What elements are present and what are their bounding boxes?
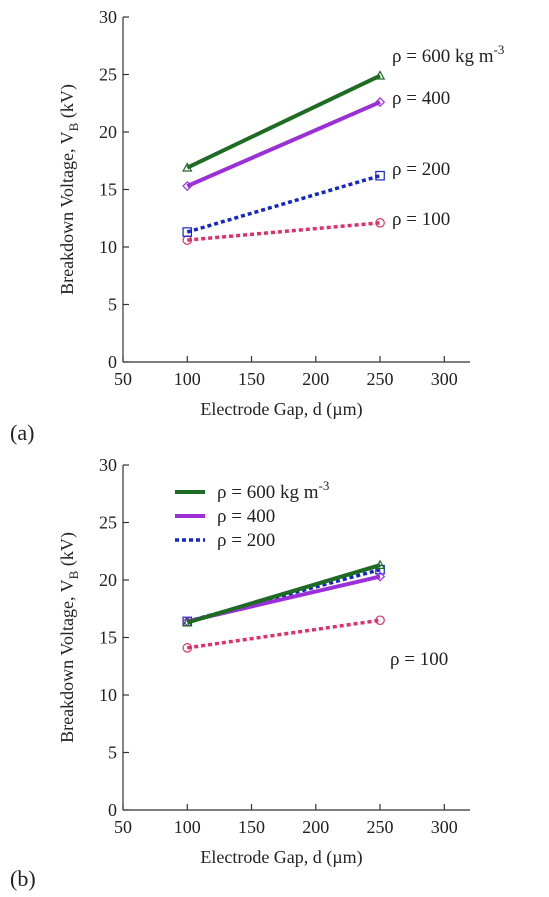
- y-tick-label: 10: [99, 237, 117, 257]
- legend-label: ρ = 600 kg m-3: [217, 478, 329, 503]
- y-tick-label: 15: [99, 628, 117, 648]
- y-tick-label: 25: [99, 513, 117, 533]
- legend-label: ρ = 400: [217, 506, 275, 527]
- series-line: [187, 618, 381, 650]
- x-tick-label: 150: [238, 817, 265, 837]
- legend: ρ = 600 kg m-3 ρ = 400 ρ = 200: [175, 478, 329, 551]
- data-point-triangle: [374, 559, 386, 570]
- y-tick-label: 5: [108, 743, 117, 763]
- data-point-circle: [375, 615, 385, 626]
- y-tick-label: 30: [99, 7, 117, 27]
- data-point-diamond: [374, 571, 386, 582]
- series-line: [186, 73, 381, 170]
- data-point-square: [375, 170, 385, 181]
- x-tick-label: 300: [431, 369, 458, 389]
- data-point-triangle: [374, 70, 386, 80]
- series-label: ρ = 600 kg m-3: [392, 42, 504, 67]
- y-tick-label: 15: [99, 180, 117, 200]
- chart-panel-a: 0 5 10 15 20 25 30 50 100 150 200 250 300 Electrode G…: [10, 7, 504, 445]
- x-tick-label: 100: [174, 817, 201, 837]
- series-label: ρ = 200: [392, 159, 450, 180]
- y-tick-label: 0: [108, 352, 117, 372]
- panel-label: (b): [10, 866, 36, 891]
- series-label: ρ = 100: [390, 649, 448, 670]
- x-axis-label: Electrode Gap, d (µm): [200, 847, 362, 868]
- legend-label: ρ = 200: [217, 530, 275, 551]
- series-line: [186, 563, 381, 625]
- y-tick-label: 20: [99, 122, 117, 142]
- chart-panel-b: 0 5 10 15 20 25 30 50 100 150 200 250 300 Electrode G…: [10, 455, 470, 891]
- y-axis-label: Breakdown Voltage, VB (kV): [57, 84, 81, 295]
- series-label: ρ = 100: [392, 209, 450, 230]
- data-point-square: [182, 227, 193, 237]
- x-tick-label: 200: [302, 369, 329, 389]
- x-tick-label: 150: [238, 369, 265, 389]
- data-point-circle: [182, 643, 193, 653]
- x-tick-label: 50: [114, 817, 132, 837]
- x-axis-label: Electrode Gap, d (µm): [200, 399, 362, 420]
- x-tick-label: 200: [302, 817, 329, 837]
- series-label: ρ = 400: [392, 88, 450, 109]
- y-tick-label: 5: [108, 295, 117, 315]
- series-line: [187, 221, 381, 242]
- y-axis-label: Breakdown Voltage, VB (kV): [57, 532, 81, 743]
- y-tick-label: 0: [108, 800, 117, 820]
- panel-label: (a): [10, 420, 34, 445]
- x-tick-label: 250: [367, 817, 394, 837]
- data-point-triangle: [182, 617, 193, 627]
- y-tick-label: 20: [99, 570, 117, 590]
- series-line: [186, 174, 381, 234]
- data-point-triangle: [182, 162, 193, 172]
- series-line: [186, 100, 381, 188]
- x-tick-label: 250: [367, 369, 394, 389]
- x-tick-label: 300: [431, 817, 458, 837]
- data-point-diamond: [374, 97, 386, 108]
- y-tick-label: 30: [99, 455, 117, 475]
- x-tick-label: 50: [114, 369, 132, 389]
- data-point-diamond: [182, 181, 193, 192]
- data-point-circle: [375, 218, 385, 228]
- y-tick-label: 10: [99, 685, 117, 705]
- x-tick-label: 100: [174, 369, 201, 389]
- y-tick-label: 25: [99, 65, 117, 85]
